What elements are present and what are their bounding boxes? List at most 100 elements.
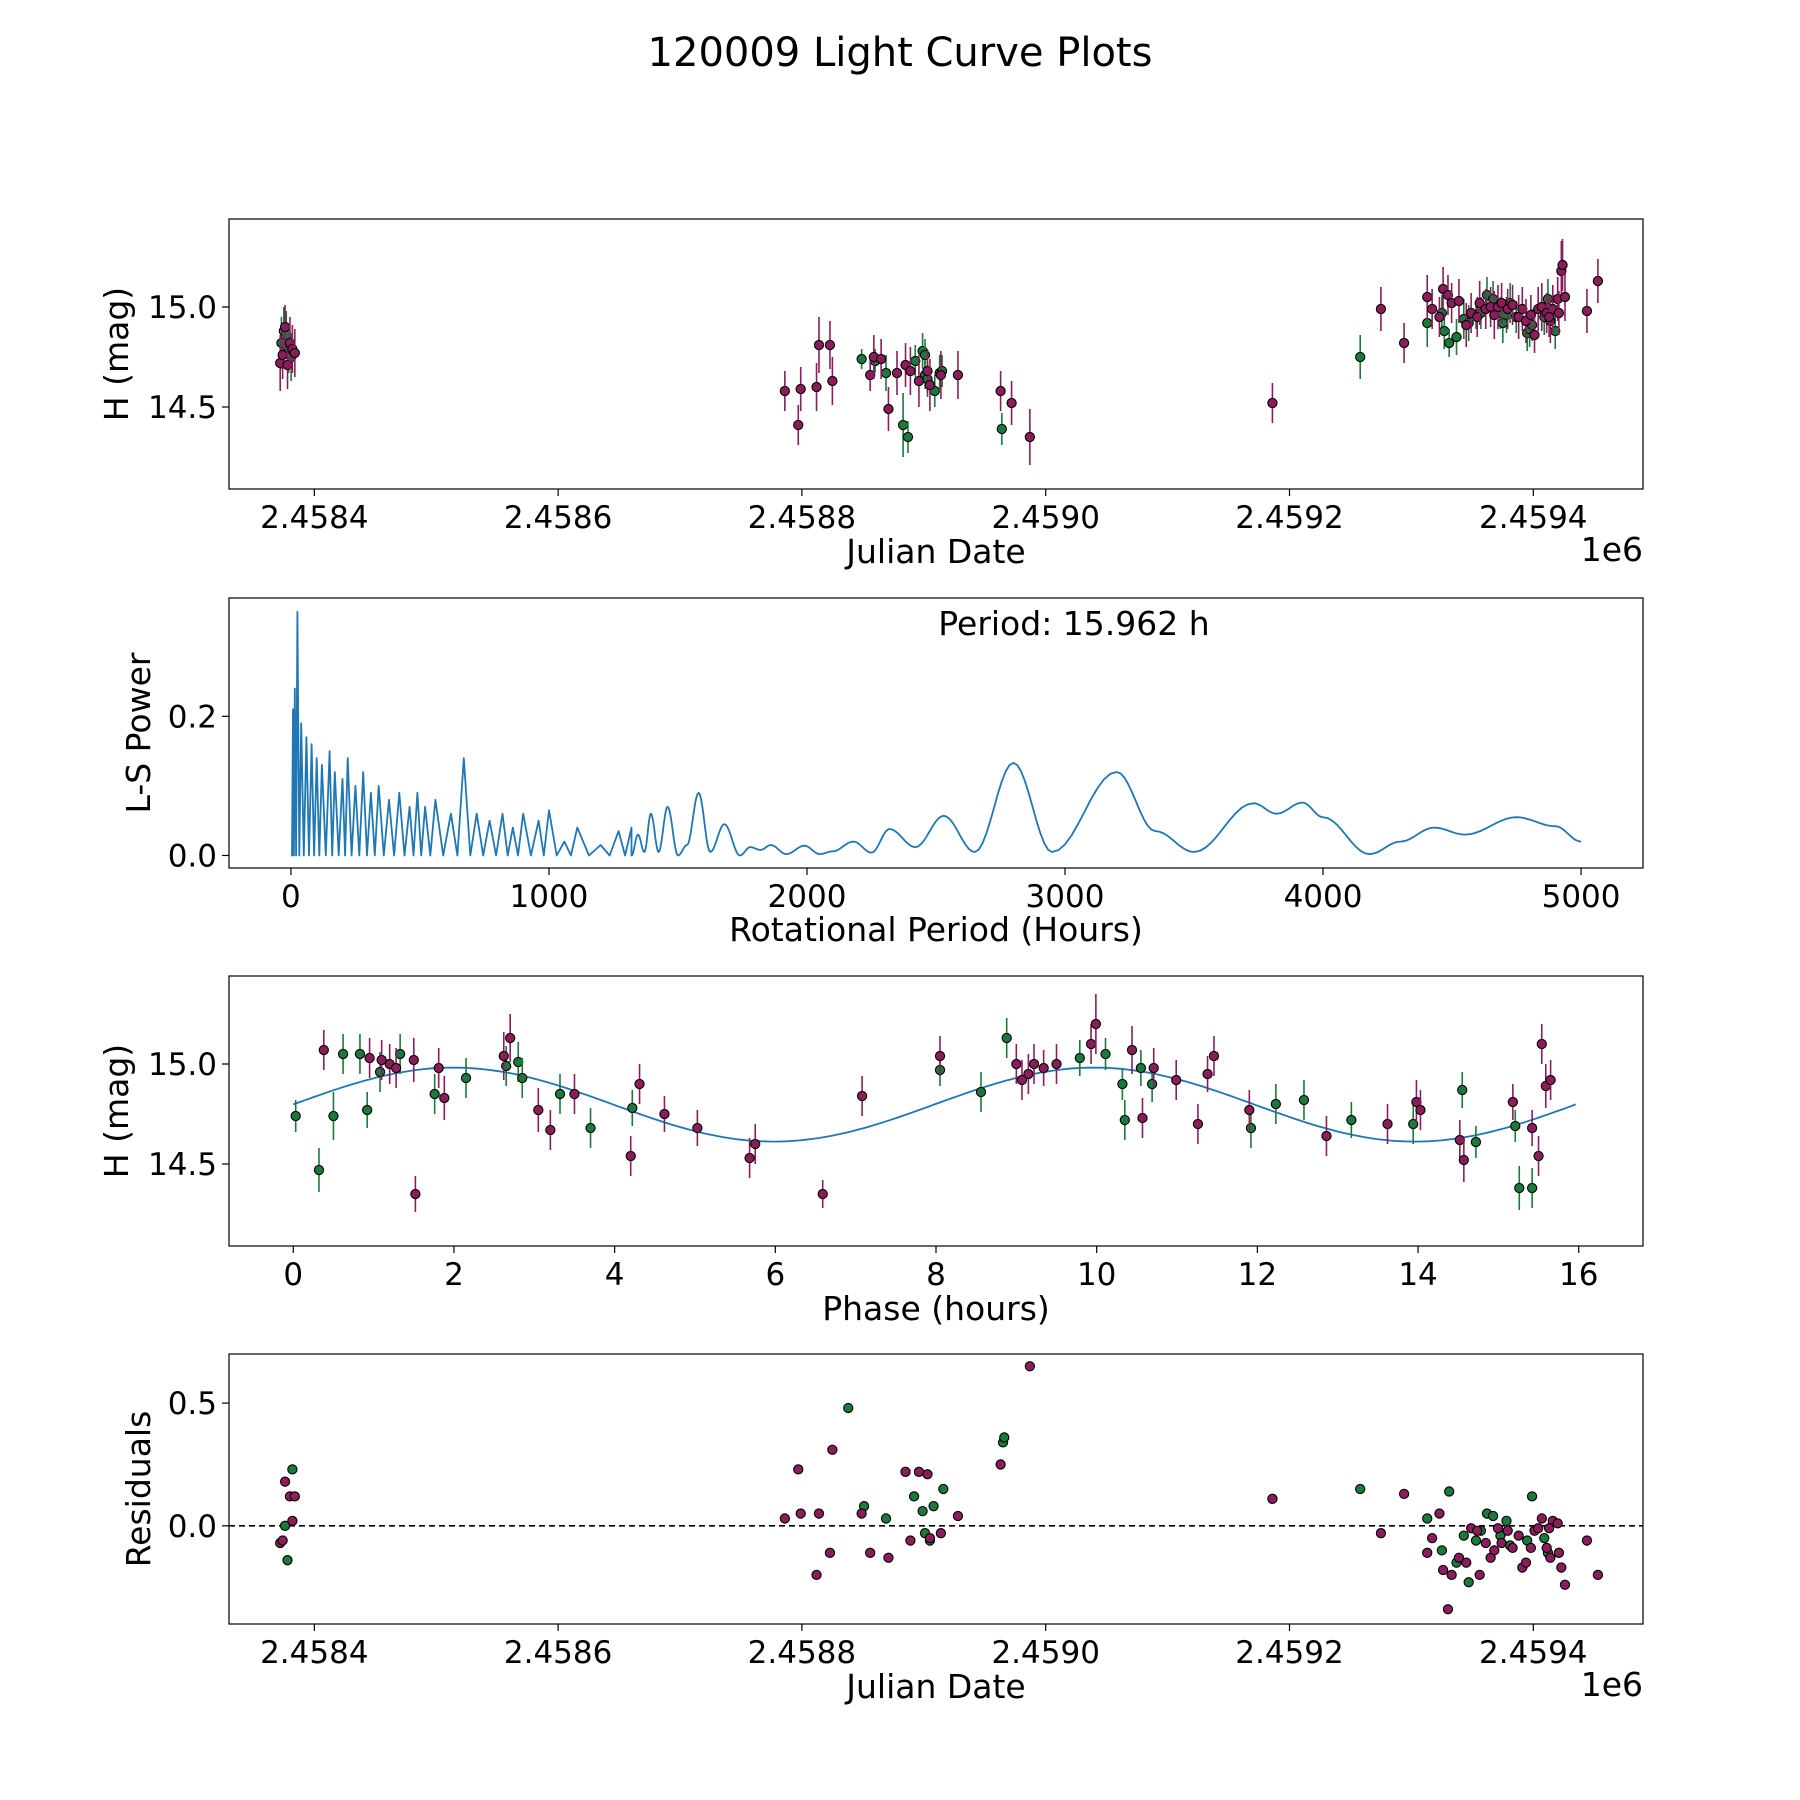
light-curve-purple-point [1517,303,1528,315]
light-curve-xtick-label: 2.4584 [260,500,368,536]
light-curve-purple-point [289,347,300,359]
phase-curve-ylabel: H (mag) [97,1044,136,1178]
residuals-purple-point [1520,1557,1532,1568]
phase-curve-green-point [1457,1084,1468,1096]
phase-curve-purple-point [1382,1118,1393,1130]
residuals-green-point [282,1555,293,1566]
light-curve-ylabel: H (mag) [97,287,136,421]
phase-curve-purple-point [1208,1050,1220,1062]
light-curve-purple-point [952,369,964,381]
residuals-purple-point [952,1510,964,1522]
residuals-purple-point [924,1532,936,1544]
residuals-purple-point [1472,1525,1483,1536]
residuals-purple-point [1541,1542,1552,1554]
residuals-purple-point [1553,1547,1565,1558]
light-curve-purple-point [935,369,947,381]
phase-curve-green-point [337,1048,349,1060]
residuals-purple-point [1398,1488,1410,1500]
periodogram-xtick-label: 3000 [1026,879,1105,915]
light-curve-xtick-label: 2.4592 [1235,500,1343,536]
phase-curve-panel: 0 2 4 6 8 10 12 14 16 15.0 14.5 Phase (hours) H (m… [97,975,1644,1328]
residuals-purple-point [289,1491,300,1502]
periodogram-xtick-label: 2000 [768,879,847,915]
phase-curve-purple-point [659,1108,670,1120]
residuals-offset-label: 1e6 [1581,1665,1643,1704]
phase-curve-green-point [374,1066,386,1078]
residuals-purple-point [287,1515,298,1527]
residuals-green-point [1422,1513,1433,1524]
phase-curve-purple-point [433,1062,444,1074]
light-curve-green-point [1497,317,1508,329]
phase-curve-xlabel: Phase (hours) [822,1289,1050,1328]
phase-curve-purple-point [625,1150,636,1162]
residuals-green-point [1463,1577,1474,1588]
light-curve-xtick-label: 2.4588 [748,500,856,536]
phase-curve-green-point [313,1164,325,1176]
residuals-green-point [279,1520,291,1531]
residuals-purple-point [1552,1518,1563,1529]
residuals-purple-point [995,1459,1006,1470]
light-curve-purple-point [1375,303,1387,315]
residuals-frame [228,1353,1644,1625]
phase-curve-purple-point [1171,1074,1182,1086]
residuals-purple-point [1492,1523,1504,1534]
phase-curve-green-point [1117,1078,1128,1090]
light-curve-green-point [1439,325,1450,337]
residuals-xtick-label: 2.4590 [991,1635,1099,1671]
period-annotation: Period: 15.962 h [938,604,1209,643]
phase-curve-green-point [1514,1182,1525,1194]
phase-curve-purple-point [1011,1058,1022,1070]
phase-curve-purple-point [376,1054,387,1066]
phase-curve-purple-point [1028,1058,1040,1070]
light-curve-purple-point [883,403,894,415]
residuals-purple-point [1446,1569,1457,1581]
residuals-purple-point [865,1547,876,1558]
phase-curve-purple-point [408,1054,419,1066]
residuals-green-point [1526,1491,1538,1502]
residuals-xtick-label: 2.4586 [504,1635,612,1671]
phase-curve-green-point [1146,1078,1158,1090]
phase-curve-green-point [1408,1118,1419,1130]
light-curve-green-point [856,353,867,365]
phase-curve-green-point [585,1122,596,1134]
light-curve-ytick-label: 15.0 [148,290,217,326]
light-curve-green-point [996,423,1007,435]
light-curve-green-point [880,367,892,379]
phase-curve-ytick-label: 15.0 [148,1047,217,1083]
phase-curve-purple-point [439,1092,450,1104]
phase-curve-green-point [1346,1114,1357,1126]
light-curve-purple-point [1507,299,1518,311]
phase-curve-purple-point [634,1078,645,1090]
phase-curve-xtick-label: 0 [283,1257,303,1293]
phase-curve-purple-point [1051,1058,1062,1070]
light-curve-xtick-label: 2.4586 [504,500,612,536]
phase-curve-purple-point [1415,1104,1426,1116]
light-curve-purple-point [1024,431,1036,443]
phase-curve-purple-point [1016,1074,1028,1086]
residuals-points [229,1361,1643,1615]
light-curve-xtick-label: 2.4594 [1479,500,1587,536]
phase-curve-purple-point [817,1188,828,1200]
residuals-purple-point [1496,1537,1507,1549]
residuals-purple-point [900,1466,911,1477]
residuals-green-point [1444,1486,1455,1497]
periodogram-axes: 0 1000 2000 3000 4000 5000 0.0 0.2 [168,699,1621,915]
residuals-green-point [917,1505,928,1517]
residuals-purple-point [1556,1562,1567,1573]
light-curve-purple-point [277,349,288,361]
light-curve-purple-point [813,339,825,351]
residuals-panel: 2.4584 2.4586 2.4588 2.4590 2.4592 2.4594 0.5 0… [119,1353,1644,1706]
phase-curve-green-point [460,1072,472,1084]
phase-curve-purple-point [1202,1068,1213,1080]
residuals-green-point [999,1432,1010,1443]
residuals-purple-point [779,1513,790,1524]
residuals-green-point [938,1483,949,1495]
phase-curve-purple-point [1023,1068,1034,1080]
residuals-purple-point [1434,1508,1445,1519]
residuals-xtick-label: 2.4594 [1479,1635,1587,1671]
residuals-purple-point [1513,1530,1524,1541]
residuals-purple-point [827,1444,838,1455]
light-curve-purple-point [865,369,876,381]
phase-curve-green-point [290,1110,301,1122]
phase-curve-green-point [362,1104,373,1116]
